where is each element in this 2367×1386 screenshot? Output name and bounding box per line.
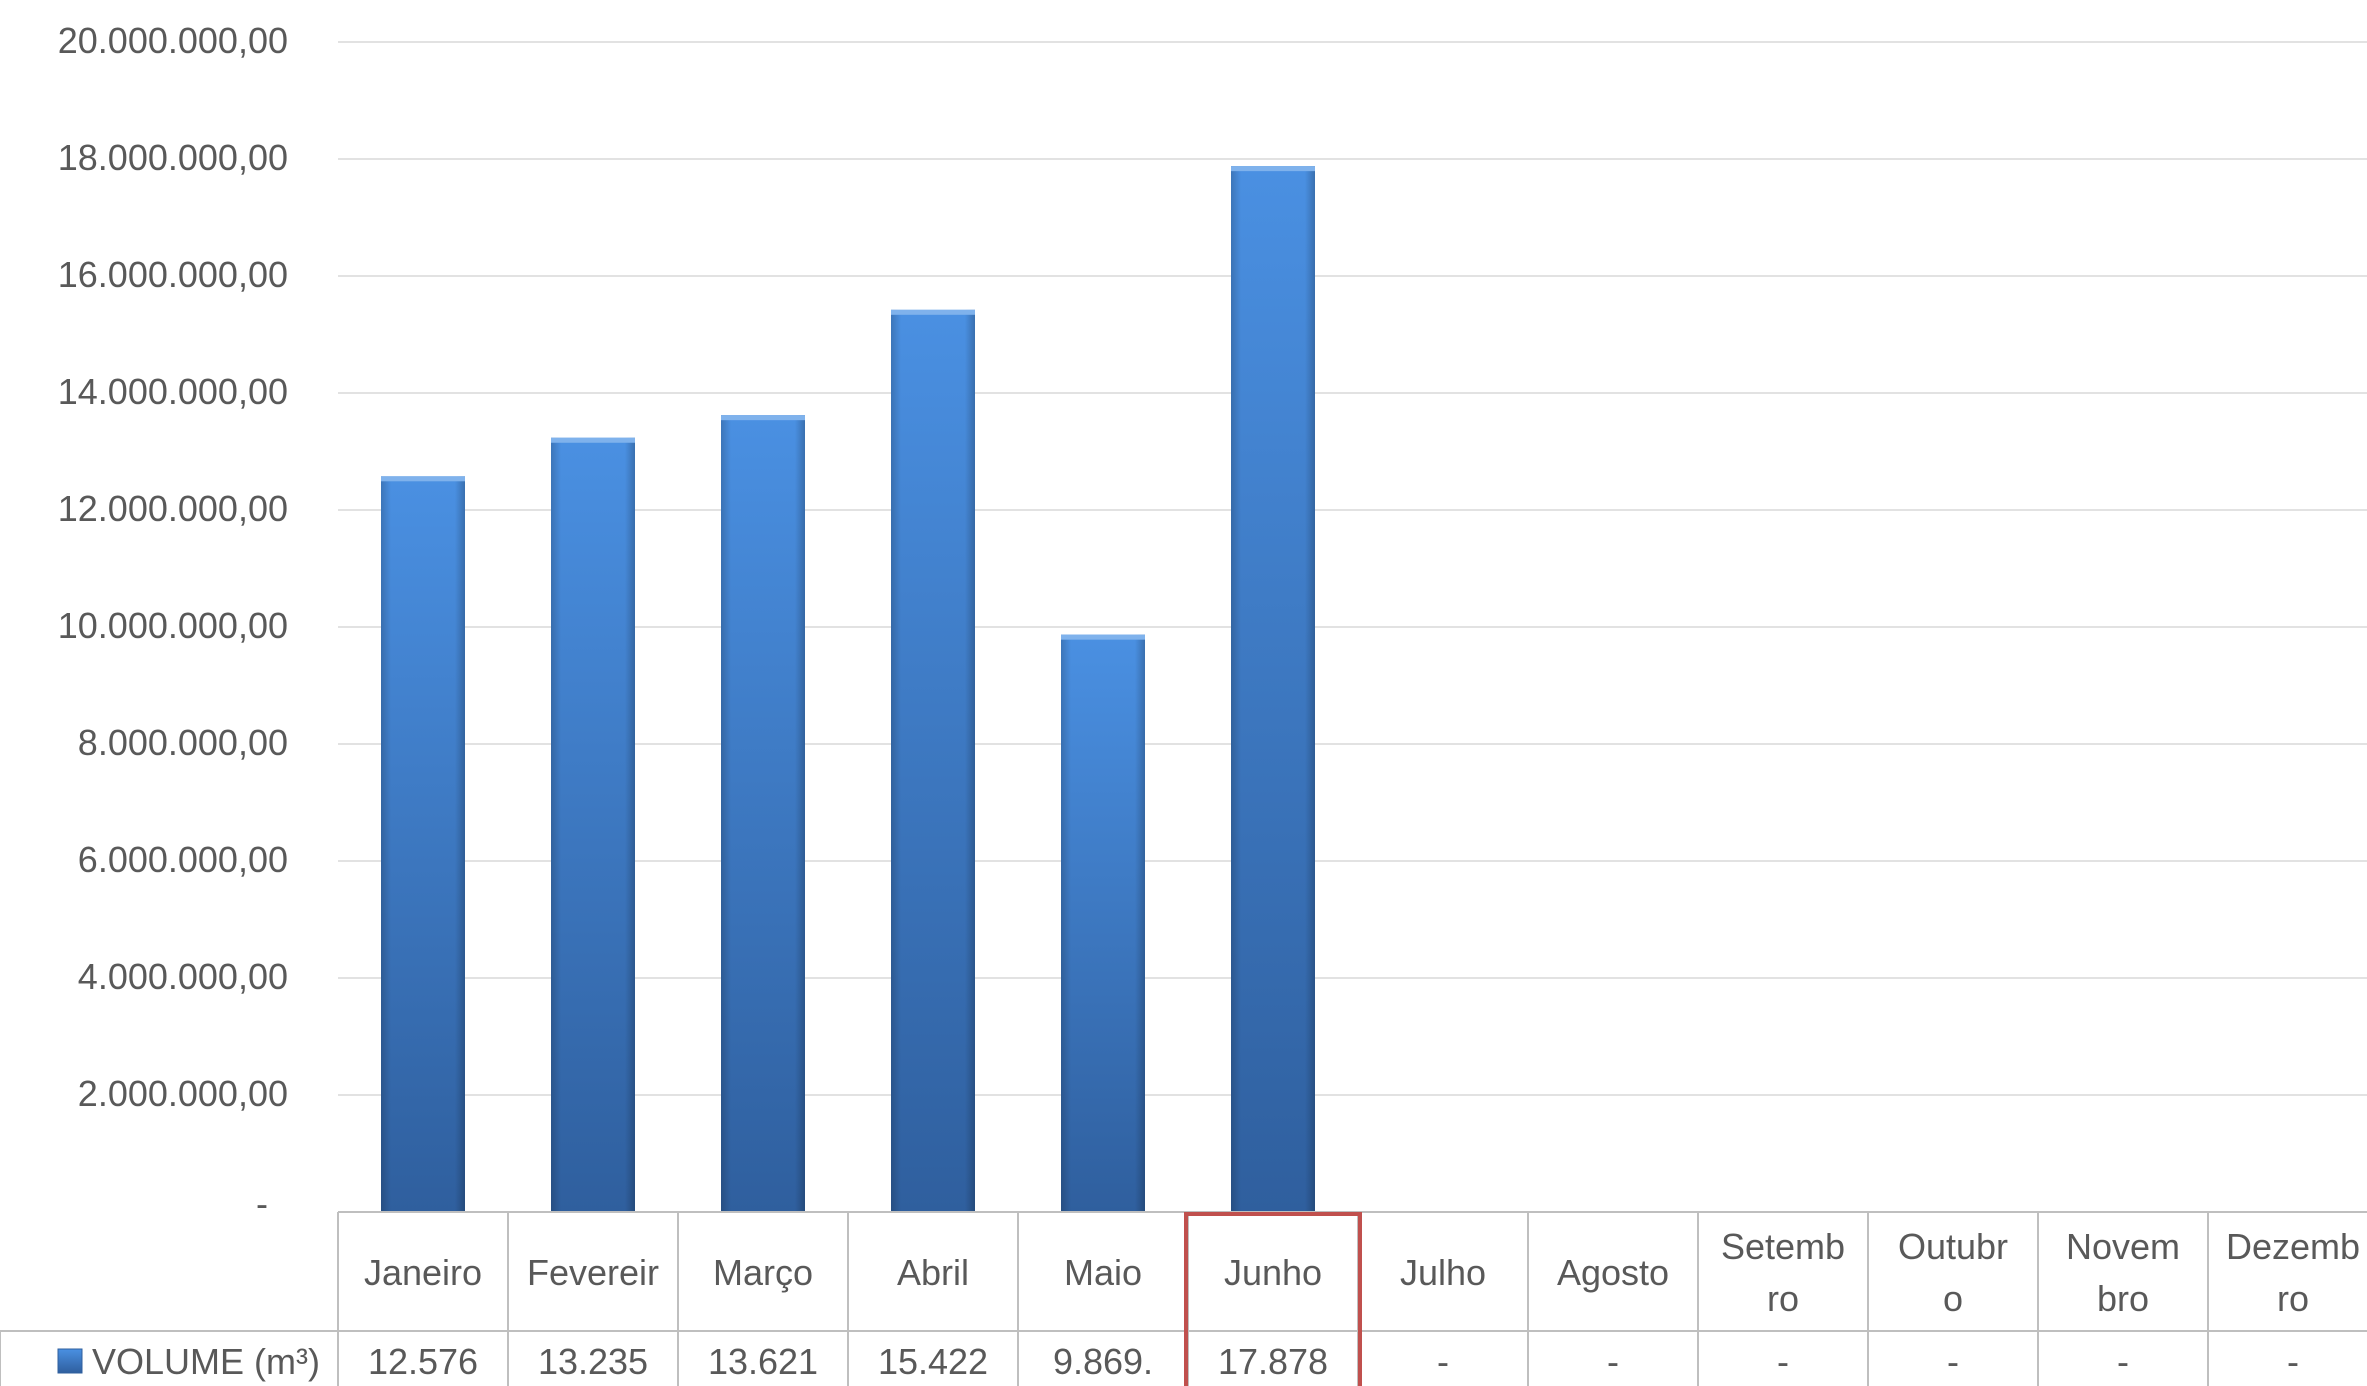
gridlines [338, 41, 2367, 1096]
category-label: ro [2277, 1278, 2309, 1319]
y-tick-label: 8.000.000,00 [78, 722, 288, 763]
bar-shading [551, 437, 635, 1212]
bars [381, 166, 1315, 1213]
y-tick-label: 6.000.000,00 [78, 839, 288, 880]
bar-shading [1231, 166, 1315, 1213]
table-value: 17.878 [1218, 1341, 1328, 1382]
y-tick-label: 18.000.000,00 [58, 137, 288, 178]
bar-top-edge [891, 309, 975, 315]
category-label: Agosto [1557, 1252, 1669, 1293]
category-label: bro [2097, 1278, 2149, 1319]
table-value: - [2287, 1341, 2299, 1382]
data-table: Janeiro Fevereir Março Abril Maio Junho Julho A… [0, 1211, 2367, 1386]
category-label: Outubr [1898, 1226, 2008, 1267]
category-label: Março [713, 1252, 813, 1293]
category-label: o [1943, 1278, 1963, 1319]
bar-top-edge [551, 437, 635, 443]
table-value: 15.422 [878, 1341, 988, 1382]
category-label: Janeiro [364, 1252, 482, 1293]
series-name: VOLUME (m³) [92, 1341, 320, 1382]
y-tick-label: 16.000.000,00 [58, 254, 288, 295]
table-value: - [1777, 1341, 1789, 1382]
category-label: Julho [1400, 1252, 1486, 1293]
category-label: Maio [1064, 1252, 1142, 1293]
table-value: - [1437, 1341, 1449, 1382]
legend-key [57, 1348, 83, 1374]
bar-top-edge [1061, 634, 1145, 640]
bar-top-edge [721, 415, 805, 421]
bar-top-edge [381, 476, 465, 482]
bar-shading [891, 309, 975, 1212]
bar-shading [381, 476, 465, 1213]
category-label: Dezemb [2226, 1226, 2360, 1267]
bar-shading [1061, 634, 1145, 1212]
highlight-box [1184, 1212, 1362, 1386]
y-tick-label: 20.000.000,00 [58, 20, 288, 61]
table-value: 13.621 [708, 1341, 818, 1382]
y-axis-tick-labels: - 2.000.000,00 4.000.000,00 6.000.000,00 8.0… [58, 20, 288, 1224]
category-label: Fevereir [527, 1252, 659, 1293]
table-value: - [1607, 1341, 1619, 1382]
y-tick-label: 12.000.000,00 [58, 488, 288, 529]
y-tick-label: 10.000.000,00 [58, 605, 288, 646]
category-label: Novem [2066, 1226, 2180, 1267]
table-value: - [2117, 1341, 2129, 1382]
table-value: - [1947, 1341, 1959, 1382]
table-value: 13.235 [538, 1341, 648, 1382]
category-label: Junho [1224, 1252, 1322, 1293]
table-value: 9.869. [1053, 1341, 1153, 1382]
y-tick-label: 14.000.000,00 [58, 371, 288, 412]
bar-top-edge [1231, 166, 1315, 172]
y-tick-label: 2.000.000,00 [78, 1073, 288, 1114]
table-value: 12.576 [368, 1341, 478, 1382]
y-tick-label: 4.000.000,00 [78, 956, 288, 997]
category-label: Setemb [1721, 1226, 1845, 1267]
category-label: ro [1767, 1278, 1799, 1319]
y-tick-label: - [256, 1183, 268, 1224]
bar-shading [721, 415, 805, 1212]
category-label: Abril [897, 1252, 969, 1293]
